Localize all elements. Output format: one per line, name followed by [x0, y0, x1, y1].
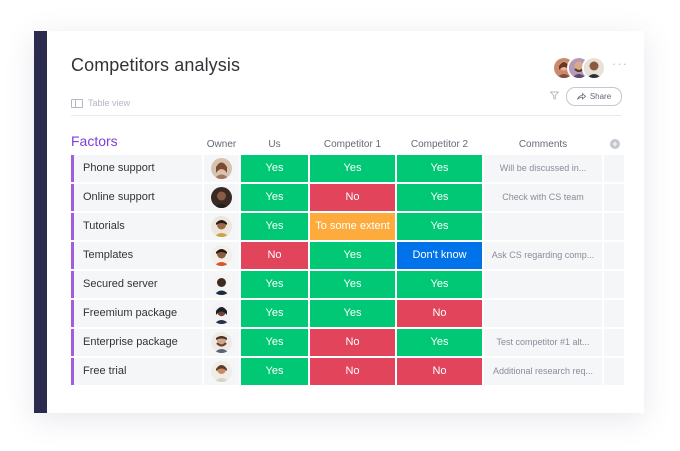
row-end-cell [604, 358, 624, 385]
owner-avatar [211, 274, 232, 295]
status-us[interactable]: Yes [241, 329, 308, 356]
item-name[interactable]: Templates [71, 242, 202, 269]
row-end-cell [604, 242, 624, 269]
comment-cell[interactable]: Check with CS team [484, 184, 602, 211]
row-end-cell [604, 213, 624, 240]
owner-avatar [211, 187, 232, 208]
table-row[interactable]: Phone support Yes Yes Yes Will be discus… [71, 155, 624, 182]
table-row[interactable]: Enterprise package Yes No Yes Test compe… [71, 329, 624, 356]
comment-cell[interactable]: Will be discussed in... [484, 155, 602, 182]
status-us[interactable]: Yes [241, 155, 308, 182]
more-options-icon[interactable]: ··· [612, 56, 628, 71]
table-row[interactable]: Online support Yes No Yes Check with CS … [71, 184, 624, 211]
status-competitor-1[interactable]: Yes [310, 271, 395, 298]
row-end-cell [604, 155, 624, 182]
status-competitor-2[interactable]: No [397, 300, 482, 327]
column-header-competitor-1[interactable]: Competitor 1 [323, 139, 382, 150]
status-competitor-1[interactable]: To some extent [310, 213, 395, 240]
view-tab-label: Table view [88, 98, 131, 108]
owner-avatar [211, 361, 232, 382]
owner-avatar [211, 245, 232, 266]
owner-avatar [211, 216, 232, 237]
comment-cell[interactable] [484, 271, 602, 298]
filter-icon[interactable] [550, 91, 559, 100]
table-row[interactable]: Freemium package Yes Yes No [71, 300, 624, 327]
status-competitor-1[interactable]: No [310, 184, 395, 211]
owner-avatar [211, 158, 232, 179]
owner-avatar [211, 332, 232, 353]
status-us[interactable]: Yes [241, 213, 308, 240]
status-competitor-1[interactable]: No [310, 329, 395, 356]
owner-cell[interactable] [204, 271, 239, 298]
item-name[interactable]: Tutorials [71, 213, 202, 240]
comment-cell[interactable] [484, 300, 602, 327]
table-row[interactable]: Secured server Yes Yes Yes [71, 271, 624, 298]
item-name[interactable]: Phone support [71, 155, 202, 182]
item-name[interactable]: Enterprise package [71, 329, 202, 356]
share-button[interactable]: Share [566, 87, 622, 106]
add-column-button[interactable]: + [610, 139, 620, 149]
owner-cell[interactable] [204, 184, 239, 211]
column-header-competitor-2[interactable]: Competitor 2 [410, 139, 469, 150]
status-competitor-2[interactable]: Yes [397, 155, 482, 182]
status-us[interactable]: No [241, 242, 308, 269]
header-divider [71, 115, 621, 116]
owner-cell[interactable] [204, 242, 239, 269]
table-row[interactable]: Tutorials Yes To some extent Yes [71, 213, 624, 240]
status-competitor-2[interactable]: Yes [397, 329, 482, 356]
board-accent-bar [34, 31, 47, 413]
owner-cell[interactable] [204, 155, 239, 182]
item-name[interactable]: Freemium package [71, 300, 202, 327]
status-competitor-2[interactable]: No [397, 358, 482, 385]
row-end-cell [604, 329, 624, 356]
column-header-owner[interactable]: Owner [206, 139, 237, 150]
table-view-icon [71, 98, 83, 108]
owner-cell[interactable] [204, 300, 239, 327]
column-header-us[interactable]: Us [268, 139, 281, 150]
row-end-cell [604, 184, 624, 211]
item-name[interactable]: Free trial [71, 358, 202, 385]
status-competitor-2[interactable]: Yes [397, 184, 482, 211]
status-competitor-2[interactable]: Yes [397, 271, 482, 298]
status-competitor-1[interactable]: Yes [310, 155, 395, 182]
status-competitor-1[interactable]: Yes [310, 300, 395, 327]
column-header-comments[interactable]: Comments [518, 139, 568, 150]
status-competitor-1[interactable]: Yes [310, 242, 395, 269]
status-us[interactable]: Yes [241, 271, 308, 298]
share-arrow-icon [576, 93, 586, 100]
status-competitor-1[interactable]: No [310, 358, 395, 385]
table-row[interactable]: Templates No Yes Don't know Ask CS regar… [71, 242, 624, 269]
member-avatar[interactable] [582, 56, 606, 80]
row-end-cell [604, 300, 624, 327]
owner-cell[interactable] [204, 213, 239, 240]
share-label: Share [589, 92, 612, 101]
comment-cell[interactable]: Additional research req... [484, 358, 602, 385]
status-us[interactable]: Yes [241, 358, 308, 385]
owner-avatar [211, 303, 232, 324]
table-row[interactable]: Free trial Yes No No Additional research… [71, 358, 624, 385]
comment-cell[interactable] [484, 213, 602, 240]
status-us[interactable]: Yes [241, 300, 308, 327]
owner-cell[interactable] [204, 329, 239, 356]
comment-cell[interactable]: Test competitor #1 alt... [484, 329, 602, 356]
owner-cell[interactable] [204, 358, 239, 385]
item-name[interactable]: Secured server [71, 271, 202, 298]
status-competitor-2[interactable]: Yes [397, 213, 482, 240]
row-end-cell [604, 271, 624, 298]
status-us[interactable]: Yes [241, 184, 308, 211]
comment-cell[interactable]: Ask CS regarding comp... [484, 242, 602, 269]
view-tab-table[interactable]: Table view [71, 98, 130, 108]
board-card: Competitors analysis ··· Table view Shar… [34, 31, 644, 413]
board-title[interactable]: Competitors analysis [71, 55, 241, 75]
group-title[interactable]: Factors [71, 133, 118, 149]
status-competitor-2[interactable]: Don't know [397, 242, 482, 269]
item-name[interactable]: Online support [71, 184, 202, 211]
